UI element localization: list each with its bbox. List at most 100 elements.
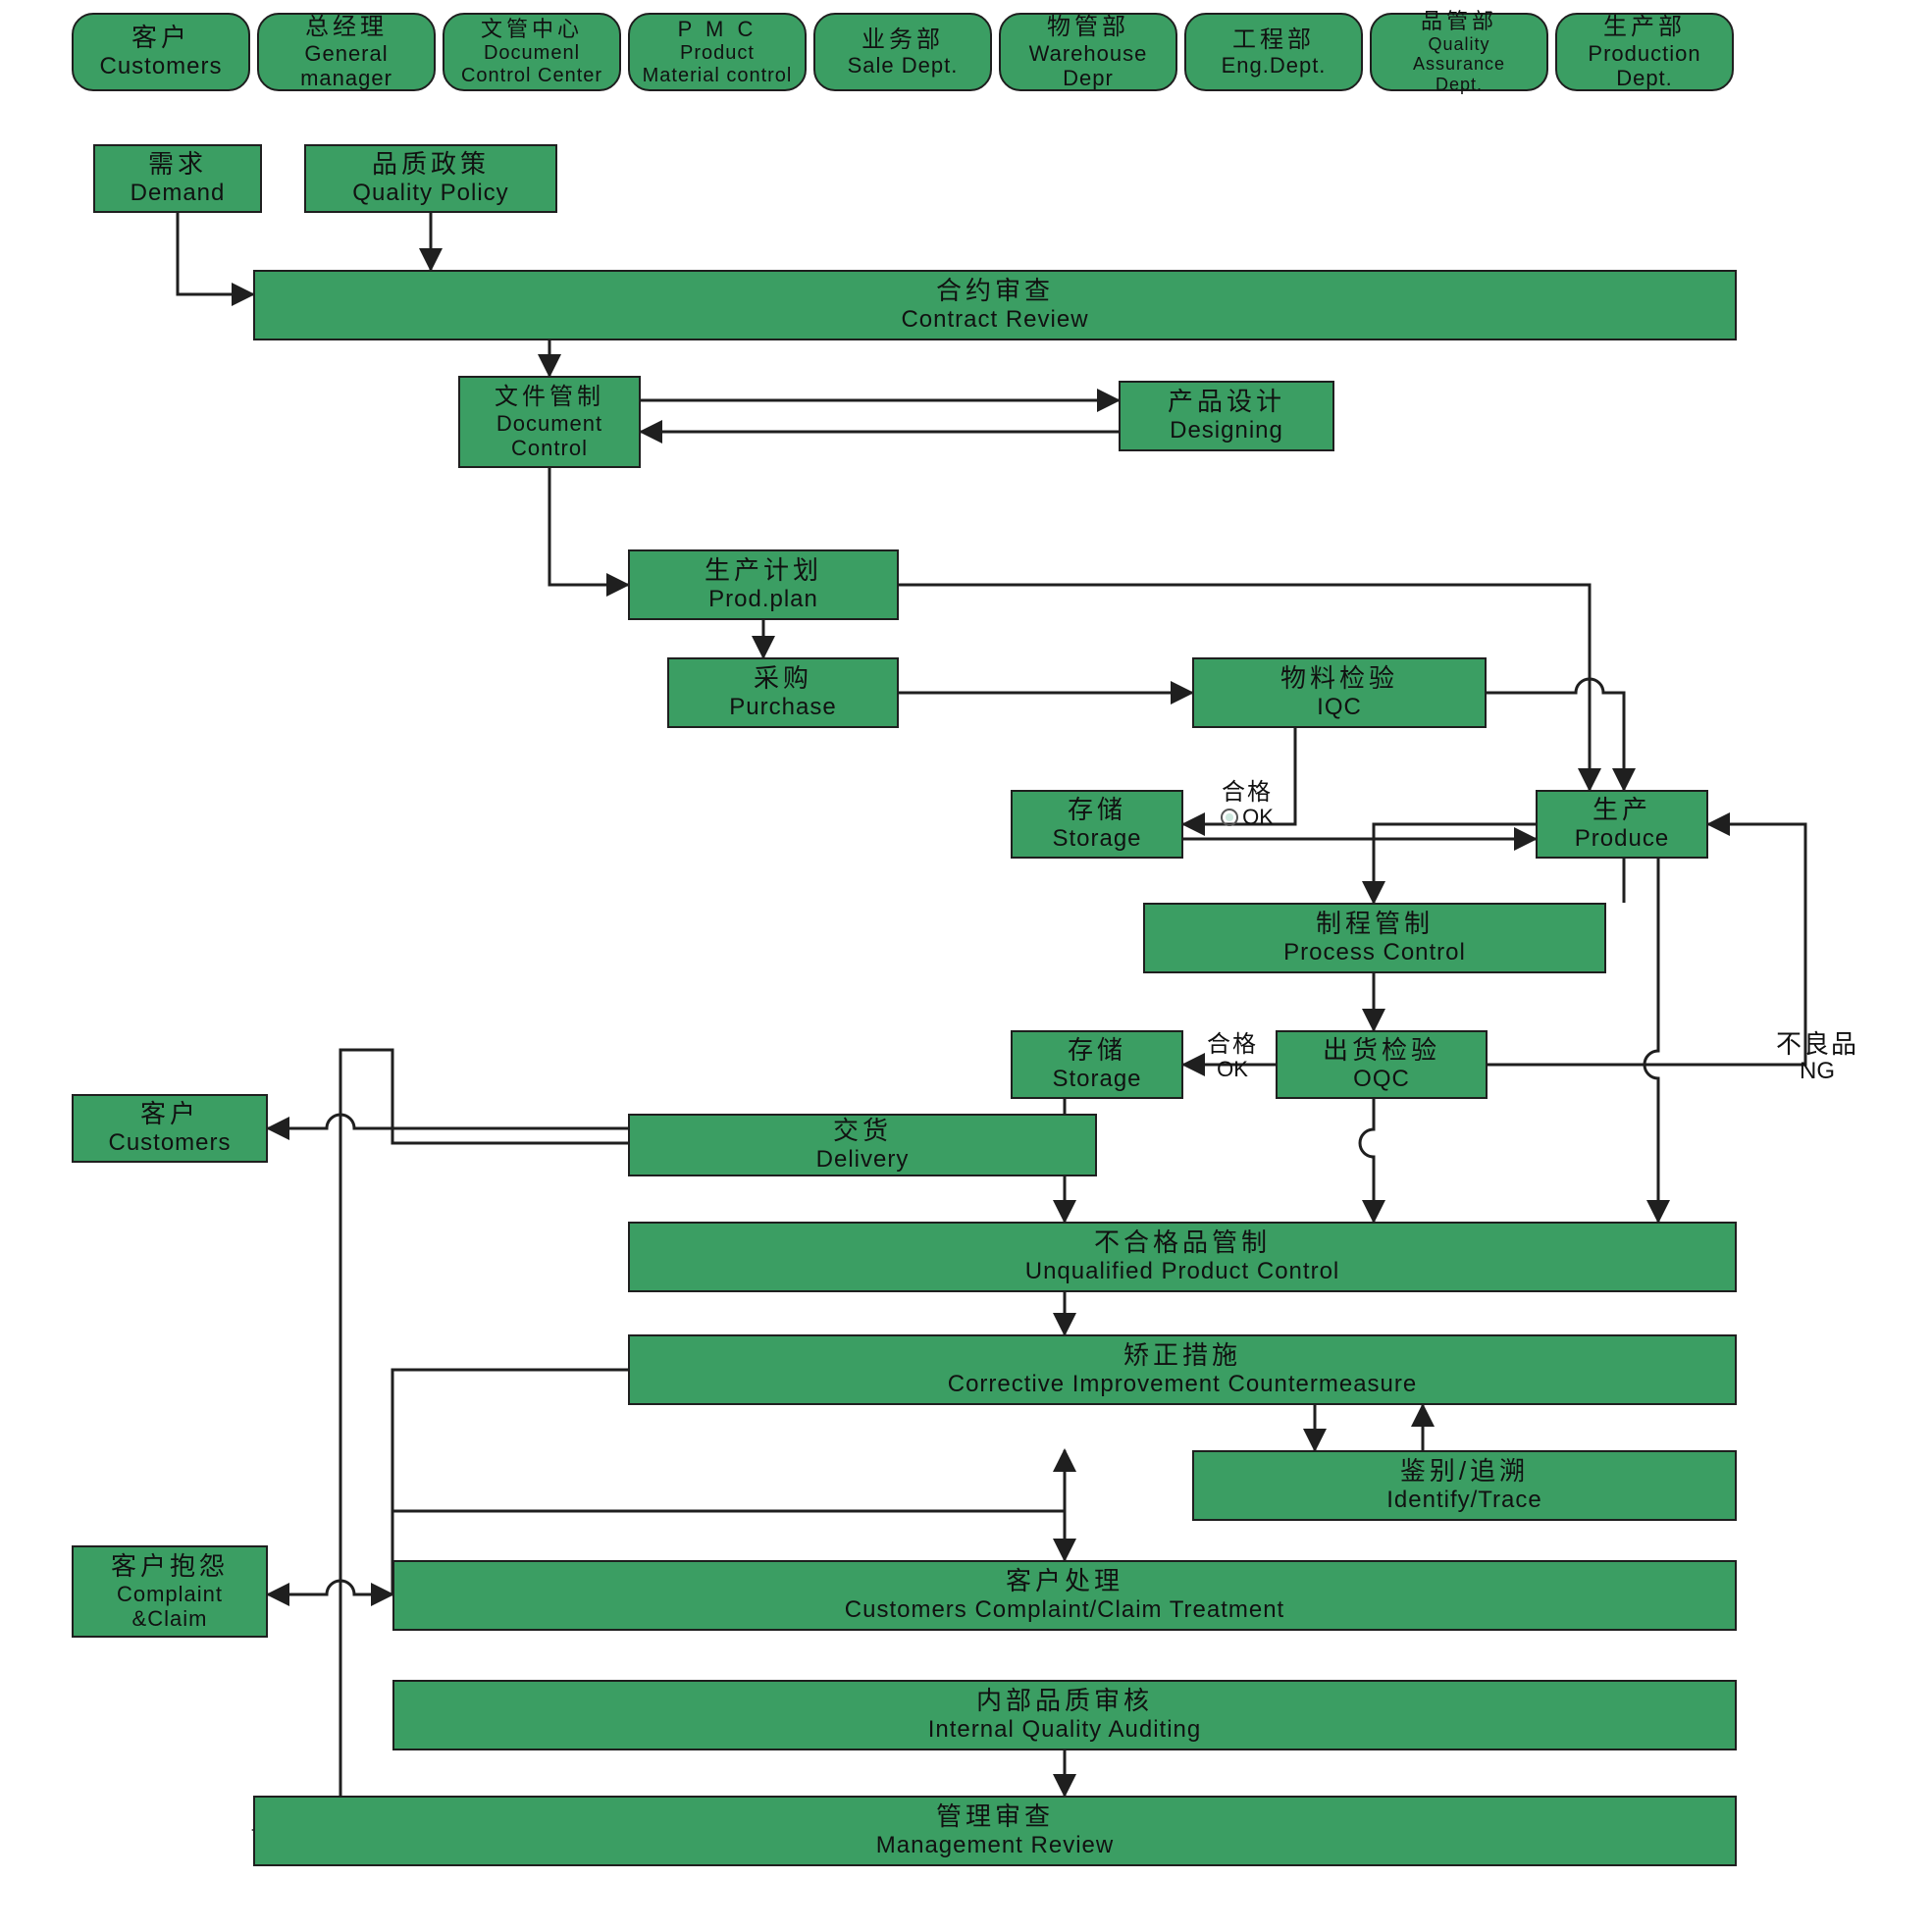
- node-label-zh: 存储: [1068, 1036, 1126, 1066]
- header-hdr-qa: 品管部Quality Assurance Dept.: [1370, 13, 1548, 91]
- node-label-en: Purchase: [729, 694, 836, 721]
- node-label-zh: 工程部: [1232, 26, 1315, 54]
- header-hdr-customers: 客户Customers: [72, 13, 250, 91]
- node-unqualified: 不合格品管制Unqualified Product Control: [628, 1222, 1737, 1292]
- node-delivery: 交货Delivery: [628, 1114, 1097, 1176]
- node-corrective: 矫正措施Corrective Improvement Countermeasur…: [628, 1334, 1737, 1405]
- node-label-en: Sale Dept.: [848, 53, 959, 78]
- node-label-zh: 合约审查: [936, 277, 1054, 306]
- node-label-zh: 产品设计: [1168, 388, 1285, 417]
- flowchart-stage: 客户Customers总经理General manager文管中心Documen…: [0, 0, 1932, 1932]
- node-label-zh: 业务部: [862, 26, 944, 54]
- node-prodplan: 生产计划Prod.plan: [628, 549, 899, 620]
- node-label-en: Eng.Dept.: [1222, 53, 1327, 78]
- node-label-en: Identify/Trace: [1386, 1487, 1542, 1514]
- header-hdr-sale: 业务部Sale Dept.: [813, 13, 992, 91]
- node-label-en: OQC: [1353, 1066, 1410, 1093]
- node-label-zh: 生产: [1593, 796, 1651, 825]
- node-label-zh: 物料检验: [1280, 664, 1398, 694]
- node-label-en: Contract Review: [901, 306, 1088, 334]
- node-iqc: 物料检验IQC: [1192, 657, 1487, 728]
- node-label-en: Warehouse Depr: [1029, 41, 1148, 91]
- node-label-en: Storage: [1052, 825, 1141, 853]
- node-complaint: 客户抱怨Complaint &Claim: [72, 1545, 268, 1638]
- node-label-zh: 生产计划: [705, 556, 822, 586]
- node-label-en: General manager: [300, 41, 392, 91]
- node-label-zh: 客户处理: [1006, 1567, 1123, 1596]
- node-label-zh: 内部品质审核: [976, 1687, 1153, 1716]
- node-label-en: Corrective Improvement Countermeasure: [948, 1371, 1418, 1398]
- node-label-en: Production Dept.: [1588, 41, 1700, 91]
- node-label-zh: 客户: [140, 1100, 199, 1129]
- edge-36: [1645, 859, 1658, 1222]
- node-label-en: Unqualified Product Control: [1025, 1258, 1340, 1285]
- node-customers2: 客户Customers: [72, 1094, 268, 1163]
- node-label-zh: 文件管制: [495, 384, 604, 411]
- header-hdr-pmc: P M CProduct Material control: [628, 13, 807, 91]
- node-label-en: Customers: [99, 53, 222, 80]
- edge-label-lbl-ok1: 合格OK: [1203, 780, 1291, 830]
- edge-9: [1487, 679, 1624, 790]
- node-label-zh: 物管部: [1047, 14, 1129, 41]
- node-identify: 鉴别/追溯Identify/Trace: [1192, 1450, 1737, 1521]
- edge-0: [178, 213, 253, 294]
- node-label-en: Product Material control: [643, 42, 793, 87]
- node-label-zh: 品质政策: [372, 150, 490, 180]
- header-hdr-eng: 工程部Eng.Dept.: [1184, 13, 1363, 91]
- node-storage2: 存储Storage: [1011, 1030, 1183, 1099]
- node-demand: 需求Demand: [93, 144, 262, 213]
- node-label-en: Storage: [1052, 1066, 1141, 1093]
- node-label-en: Quality Assurance Dept.: [1413, 34, 1505, 95]
- node-label-zh: 客户: [131, 24, 190, 53]
- header-hdr-gm: 总经理General manager: [257, 13, 436, 91]
- edge-label-lbl-ok2: 合格OK: [1193, 1032, 1272, 1082]
- node-label-zh: 矫正措施: [1123, 1341, 1241, 1371]
- node-oqc: 出货检验OQC: [1276, 1030, 1488, 1099]
- node-label-zh: 总经理: [305, 14, 388, 41]
- node-label-en: Complaint &Claim: [117, 1582, 223, 1632]
- node-processctrl: 制程管制Process Control: [1143, 903, 1606, 973]
- node-purchase: 采购Purchase: [667, 657, 899, 728]
- edge-5: [549, 468, 628, 585]
- node-mgmtreview: 管理审查Management Review: [253, 1796, 1737, 1866]
- edge-16: [268, 1115, 628, 1128]
- node-label-zh: 生产部: [1603, 14, 1686, 41]
- header-hdr-wh: 物管部Warehouse Depr: [999, 13, 1177, 91]
- edge-18: [1360, 1099, 1374, 1222]
- node-label-zh: P M C: [678, 17, 757, 41]
- node-label-zh: 管理审查: [936, 1802, 1054, 1832]
- node-label-en: Delivery: [816, 1146, 910, 1174]
- header-hdr-dcc: 文管中心Documenl Control Center: [443, 13, 621, 91]
- node-contract: 合约审查Contract Review: [253, 270, 1737, 340]
- node-label-en: IQC: [1317, 694, 1362, 721]
- node-label-zh: 鉴别/追溯: [1400, 1457, 1529, 1487]
- node-produce: 生产Produce: [1536, 790, 1708, 859]
- node-qpolicy: 品质政策Quality Policy: [304, 144, 557, 213]
- node-label-en: Customers Complaint/Claim Treatment: [845, 1596, 1284, 1624]
- node-label-zh: 采购: [754, 664, 812, 694]
- node-label-zh: 品管部: [1421, 9, 1497, 33]
- node-label-en: Quality Policy: [352, 180, 508, 207]
- node-label-en: Produce: [1575, 825, 1669, 853]
- node-label-en: Process Control: [1283, 939, 1466, 966]
- node-label-zh: 交货: [833, 1117, 892, 1146]
- node-label-en: Prod.plan: [708, 586, 818, 613]
- node-label-zh: 不合格品管制: [1094, 1228, 1271, 1258]
- node-label-en: Document Control: [496, 411, 602, 461]
- node-label-en: Management Review: [876, 1832, 1114, 1859]
- node-label-zh: 文管中心: [481, 17, 583, 41]
- node-doccontrol: 文件管制Document Control: [458, 376, 641, 468]
- node-custtreat: 客户处理Customers Complaint/Claim Treatment: [392, 1560, 1737, 1631]
- node-label-zh: 存储: [1068, 796, 1126, 825]
- node-storage1: 存储Storage: [1011, 790, 1183, 859]
- node-label-en: Customers: [108, 1129, 231, 1157]
- node-label-zh: 需求: [148, 150, 207, 180]
- node-iqa: 内部品质审核Internal Quality Auditing: [392, 1680, 1737, 1750]
- node-label-zh: 制程管制: [1316, 910, 1434, 939]
- header-hdr-prod: 生产部Production Dept.: [1555, 13, 1734, 91]
- edge-32: [268, 1581, 392, 1594]
- node-label-zh: 客户抱怨: [111, 1552, 229, 1582]
- edge-label-lbl-ng: 不良品NG: [1758, 1030, 1876, 1084]
- node-label-en: Internal Quality Auditing: [928, 1716, 1202, 1744]
- node-label-en: Documenl Control Center: [461, 42, 602, 87]
